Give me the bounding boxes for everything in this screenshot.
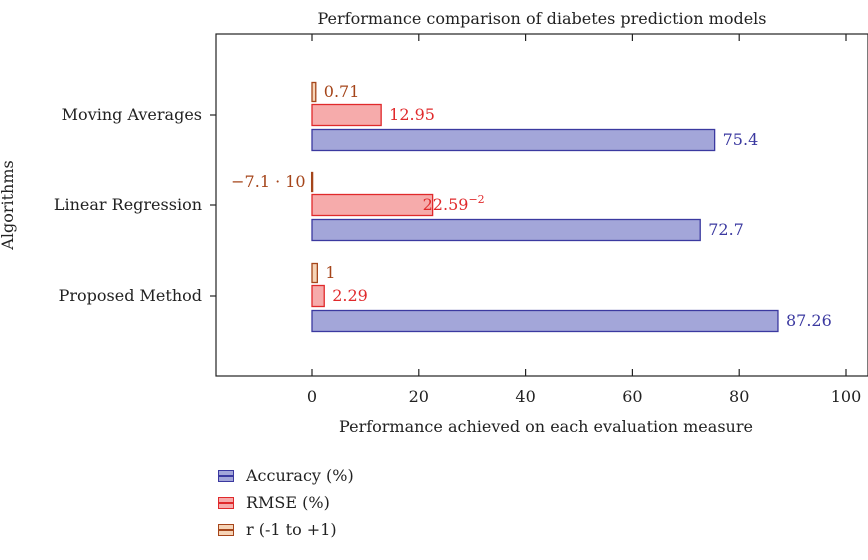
axis-ticks: 0 20 40 60 80 100 Proposed Method Linear Regres… xyxy=(54,34,861,406)
legend-item-accuracy: Accuracy (%) xyxy=(218,462,354,489)
y-tick-label-linear-regression: Linear Regression xyxy=(54,195,202,214)
data-label-accuracy-moving-averages: 75.4 xyxy=(723,130,759,149)
bar-r-1-to-1-proposed-method xyxy=(311,262,318,284)
legend-label: Accuracy (%) xyxy=(246,466,354,485)
data-label-accuracy-proposed-method: 87.26 xyxy=(786,311,832,330)
x-tick-label: 0 xyxy=(307,387,317,406)
bar-r-1-to-1-linear-regression xyxy=(310,171,314,193)
bar-accuracy-linear-regression xyxy=(311,218,701,242)
legend-swatch xyxy=(218,469,234,482)
x-tick-label: 40 xyxy=(515,387,535,406)
bar-rmse-linear-regression xyxy=(311,193,434,217)
x-tick-label: 80 xyxy=(729,387,749,406)
data-label-rmse-proposed-method: 2.29 xyxy=(332,286,368,305)
legend-swatch xyxy=(218,496,234,509)
y-tick-label-proposed-method: Proposed Method xyxy=(59,286,202,305)
bar-rmse-proposed-method xyxy=(311,284,325,308)
bar-accuracy-moving-averages xyxy=(311,128,716,152)
legend: Accuracy (%) RMSE (%) r (-1 to +1) xyxy=(218,462,354,543)
x-tick-label: 60 xyxy=(622,387,642,406)
bar-accuracy-proposed-method xyxy=(311,309,779,333)
bar-rmse-moving-averages xyxy=(311,103,382,127)
bars xyxy=(310,81,779,333)
data-label-rmse-linear-regression: 22.59−2 xyxy=(423,193,485,214)
legend-swatch xyxy=(218,523,234,536)
y-tick-label-moving-averages: Moving Averages xyxy=(62,105,202,124)
legend-label: r (-1 to +1) xyxy=(246,520,337,539)
x-axis-label: Performance achieved on each evaluation … xyxy=(339,417,753,436)
chart-title: Performance comparison of diabetes predi… xyxy=(318,9,767,28)
data-label-r-1-to-1-moving-averages: 0.71 xyxy=(324,82,360,101)
chart: Performance comparison of diabetes predi… xyxy=(0,9,868,436)
data-label-r-1-to-1-proposed-method: 1 xyxy=(325,263,335,282)
x-tick-label: 100 xyxy=(831,387,862,406)
y-axis-label: Algorithms xyxy=(0,160,17,250)
data-label-accuracy-linear-regression: 72.7 xyxy=(708,220,744,239)
data-labels: 87.26 72.7 75.4 2.29 22.59−2 12.95 1 −7.1 · 10 0… xyxy=(231,82,832,330)
bar-r-1-to-1-moving-averages xyxy=(311,81,317,103)
legend-item-rmse: RMSE (%) xyxy=(218,489,354,516)
x-tick-label: 20 xyxy=(409,387,429,406)
legend-item-r-1-to-1: r (-1 to +1) xyxy=(218,516,354,543)
data-label-r-1-to-1-linear-regression: −7.1 · 10 xyxy=(231,172,305,191)
data-label-rmse-moving-averages: 12.95 xyxy=(389,105,435,124)
legend-label: RMSE (%) xyxy=(246,493,330,512)
